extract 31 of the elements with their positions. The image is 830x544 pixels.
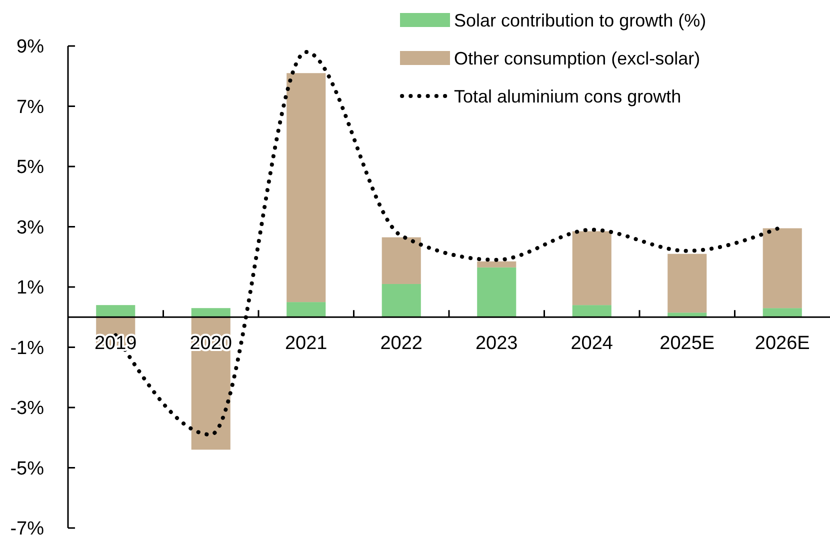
y-tick-label: 3% <box>16 217 44 238</box>
bar <box>668 254 707 313</box>
x-tick-label: 2022 <box>380 333 423 354</box>
bar <box>477 267 516 318</box>
y-tick-label: 9% <box>16 36 44 58</box>
legend-label: Total aluminium cons growth <box>454 86 682 106</box>
bar <box>382 237 421 284</box>
x-tick-label: 2025E <box>660 333 715 354</box>
x-tick-label: 2023 <box>475 333 518 354</box>
bar <box>572 231 612 306</box>
y-tick-label: -5% <box>10 458 44 480</box>
x-tick-label: 2026E <box>754 333 810 354</box>
bar <box>762 308 802 318</box>
y-tick-label: 5% <box>16 157 44 178</box>
y-tick-label: -7% <box>10 518 44 540</box>
bar <box>286 302 326 318</box>
legend-label: Solar contribution to growth (%) <box>454 10 706 30</box>
y-tick-label: 7% <box>16 96 44 118</box>
bar <box>762 228 802 308</box>
legend-label: Other consumption (excl-solar) <box>454 48 700 68</box>
bar <box>96 305 136 318</box>
y-tick-label: 1% <box>16 278 44 299</box>
bar <box>191 308 230 318</box>
x-tick-label: 2021 <box>284 333 328 354</box>
x-tick-label: 2024 <box>570 333 614 354</box>
bar <box>286 73 326 302</box>
bar <box>477 261 516 268</box>
bar <box>382 284 421 318</box>
y-tick-label: -1% <box>10 338 44 359</box>
bar <box>572 305 612 318</box>
y-tick-label: -3% <box>10 398 44 420</box>
